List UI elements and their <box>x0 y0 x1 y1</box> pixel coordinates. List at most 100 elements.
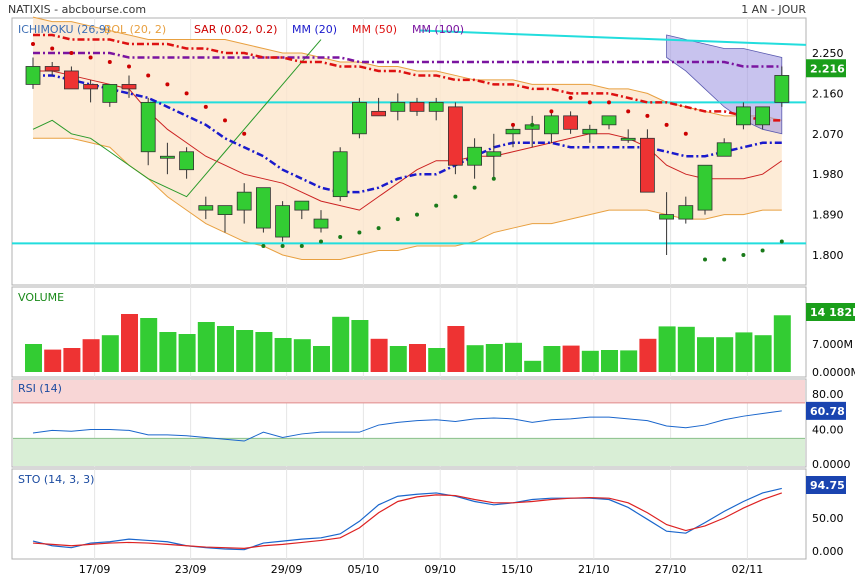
rsi-oversold-zone <box>13 438 805 466</box>
volume-bar <box>25 344 42 372</box>
volume-bar <box>370 338 388 372</box>
candle-up <box>217 205 233 216</box>
x-axis-tick-label: 09/10 <box>424 563 456 576</box>
volume-bar <box>178 334 196 372</box>
sar-dot <box>376 226 381 231</box>
legend-entry: SAR (0.02, 0.2) <box>194 23 277 36</box>
sar-dot <box>357 230 362 235</box>
rsi-label: RSI (14) <box>18 382 62 395</box>
sar-dot <box>683 131 688 136</box>
volume-bar <box>716 337 734 372</box>
sar-dot <box>280 244 285 249</box>
ichimoku-cloud <box>666 34 783 135</box>
volume-bar <box>754 335 772 372</box>
sar-dot <box>760 248 765 253</box>
candle-up <box>275 205 291 238</box>
period-selector[interactable]: 1 AN - JOUR <box>741 3 806 16</box>
candle-up <box>140 101 156 153</box>
volume-bar <box>101 335 119 372</box>
candle-up <box>736 106 751 126</box>
last-price-label: 2.216 <box>810 62 845 75</box>
volume-bar <box>159 332 177 372</box>
volume-bar <box>447 326 465 372</box>
sar-dot <box>223 118 227 123</box>
volume-bar <box>121 314 138 372</box>
candle-down <box>563 115 578 130</box>
sar-dot <box>626 109 631 114</box>
rsi-tick-label: 40.00 <box>812 424 844 437</box>
volume-tick-label: 7.000M <box>812 338 853 351</box>
sar-dot <box>338 235 343 240</box>
x-axis-tick-label: 29/09 <box>271 563 303 576</box>
volume-bar <box>524 360 542 372</box>
last-sto-label: 94.75 <box>810 479 845 492</box>
legend-entry: BOL (20, 2) <box>104 23 166 36</box>
x-axis-tick-label: 21/10 <box>578 563 610 576</box>
volume-bar <box>409 344 426 372</box>
sar-dot <box>530 122 535 127</box>
candle-up <box>428 101 444 112</box>
legend-entry: MM (100) <box>412 23 464 36</box>
candle-up <box>544 115 559 135</box>
sar-dot <box>607 100 611 105</box>
sar-dot <box>664 122 669 127</box>
volume-bar <box>293 339 311 372</box>
sar-dot <box>127 64 131 69</box>
candle-down <box>121 84 137 90</box>
volume-bar <box>485 344 503 372</box>
candle-up <box>351 101 367 135</box>
candle-up <box>390 101 406 112</box>
x-axis-tick-label: 02/11 <box>732 563 764 576</box>
sto-d-line <box>32 492 782 549</box>
sar-dot <box>779 239 784 244</box>
sar-dot <box>319 239 323 244</box>
mm50-line <box>33 33 782 122</box>
candle-down <box>44 66 60 72</box>
price-tick-label: 2.250 <box>812 47 844 60</box>
candle-up <box>620 137 636 141</box>
sto-tick-label: 0.000 <box>812 545 844 558</box>
sar-dot <box>299 244 304 249</box>
volume-bar <box>236 330 254 372</box>
sar-dot <box>69 51 74 55</box>
candle-up <box>313 218 329 229</box>
sar-dot <box>511 122 515 127</box>
candle-up <box>25 66 41 85</box>
rsi-tick-label: 0.0000 <box>812 458 851 471</box>
sto-k-line <box>32 487 782 551</box>
volume-bar <box>140 318 158 372</box>
sar-dot <box>587 100 592 105</box>
volume-bar <box>543 346 561 372</box>
bollinger-band-area <box>33 17 782 260</box>
volume-bar <box>658 326 676 372</box>
candle-up <box>774 75 790 103</box>
sar-dot <box>242 131 247 136</box>
sar-dot <box>741 253 746 257</box>
volume-bar <box>428 348 446 372</box>
volume-bar <box>82 339 100 372</box>
price-tick-label: 1.980 <box>812 168 844 181</box>
candle-up <box>467 146 483 166</box>
candle-up <box>102 84 118 103</box>
sar-dot <box>549 109 554 114</box>
candle-up <box>255 187 271 229</box>
volume-bar <box>562 345 580 372</box>
sar-dot <box>722 257 727 262</box>
candle-down <box>640 137 655 193</box>
candle-up <box>505 128 521 135</box>
last-sto-box <box>806 476 846 494</box>
rsi-line <box>32 410 782 442</box>
candle-down <box>64 70 79 90</box>
chart-title: NATIXIS - abcbourse.com <box>8 3 146 16</box>
x-axis-tick-label: 05/10 <box>348 563 380 576</box>
volume-bar <box>63 348 81 372</box>
sar-dot <box>203 104 208 109</box>
volume-bar <box>274 338 292 372</box>
rsi-overbought-zone <box>13 380 805 403</box>
sar-dot <box>415 212 419 217</box>
sto-panel <box>11 468 807 560</box>
volume-label: VOLUME <box>18 291 64 304</box>
bollinger-upper-line <box>32 16 782 121</box>
candle-up <box>601 115 617 126</box>
candle-up <box>294 200 310 211</box>
